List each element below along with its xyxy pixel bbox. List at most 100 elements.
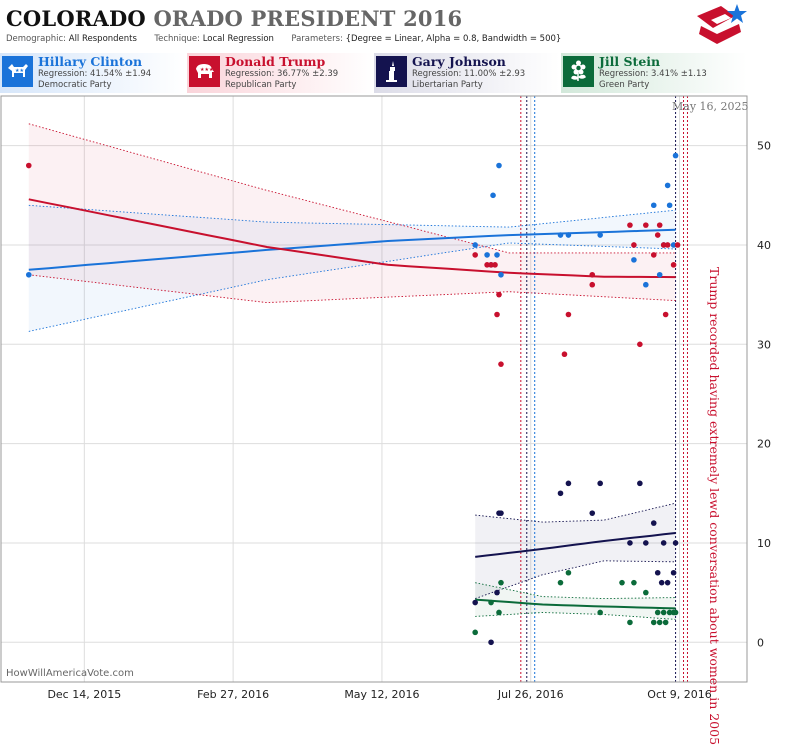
- donald-trump-poll-point: [565, 311, 572, 318]
- donald-trump-poll-point: [662, 311, 669, 318]
- site-credit[interactable]: HowWillAmericaVote.com: [6, 668, 134, 679]
- svg-text:★★: ★★: [15, 68, 24, 74]
- donald-trump-confidence-band: [28, 123, 676, 303]
- page-title: COLORADO ORADO PRESIDENT 2016: [6, 6, 462, 31]
- donald-trump-poll-point: [650, 252, 657, 258]
- y-tick-label: 20: [757, 438, 771, 451]
- gary-johnson-poll-point: [597, 480, 603, 487]
- donald-trump-upper-bound: [28, 123, 676, 254]
- jill-stein-poll-point: [496, 609, 502, 616]
- chart-axes: 0 10 20 30 40 50 Dec 14, 2015 Feb 27, 2016 May 1…: [0, 95, 771, 701]
- gary-johnson-poll-point: [494, 589, 500, 596]
- candidate-party: Green Party: [599, 80, 650, 90]
- donald-trump-poll-point: [674, 242, 681, 248]
- donald-trump-poll-point: [589, 271, 596, 278]
- gary-johnson-poll-point: [672, 540, 679, 546]
- candidate-party: Democratic Party: [38, 80, 112, 90]
- jill-stein-poll-point: [498, 579, 504, 586]
- candidate-regression: Regression: 3.41% ±1.13: [599, 69, 707, 79]
- gary-johnson-poll-point: [654, 569, 661, 576]
- donald-trump-poll-point: [627, 222, 633, 228]
- jill-stein-poll-point: [619, 579, 625, 586]
- poll-points: [25, 152, 681, 646]
- candidate-name: Gary Johnson: [412, 54, 506, 69]
- demographic-value: All Respondents: [68, 34, 137, 44]
- gary-johnson-poll-point: [472, 599, 478, 606]
- donald-trump-poll-point: [472, 252, 478, 258]
- jill-stein-poll-point: [654, 609, 661, 616]
- donald-trump-poll-point: [484, 262, 490, 268]
- jill-stein-poll-point: [597, 609, 603, 616]
- candidate-regression: Regression: 11.00% ±2.93: [412, 69, 526, 79]
- donald-trump-poll-point: [488, 262, 494, 268]
- donald-trump-poll-point: [643, 222, 649, 228]
- y-tick-label: 30: [757, 338, 771, 351]
- candidate-regression: Regression: 36.77% ±2.39: [225, 69, 339, 79]
- donald-trump-poll-point: [660, 242, 667, 248]
- confidence-bounds: [28, 123, 676, 620]
- candidate-regression: Regression: 41.54% ±1.94: [38, 69, 152, 79]
- x-tick-label: Dec 14, 2015: [47, 688, 121, 701]
- candidate-clinton: ★★ Hillary Clinton Regression: 41.54% ±1…: [0, 53, 186, 93]
- hillary-clinton-poll-point: [496, 162, 502, 169]
- gary-johnson-poll-point: [637, 480, 643, 487]
- plot-frame: [0, 95, 748, 683]
- jill-stein-confidence-band: [475, 582, 676, 620]
- gary-johnson-poll-point: [589, 510, 596, 516]
- donald-trump-poll-point: [25, 162, 32, 169]
- jill-stein-poll-point: [488, 599, 494, 606]
- gary-johnson-poll-point: [565, 480, 572, 487]
- chart-header: COLORADO ORADO PRESIDENT 2016 Demographi…: [0, 0, 789, 52]
- candidate-party: Republican Party: [225, 80, 297, 90]
- gary-johnson-poll-point: [627, 540, 633, 546]
- hillary-clinton-lower-bound: [28, 242, 676, 332]
- event-lines: [520, 96, 688, 682]
- hillary-clinton-poll-point: [490, 192, 496, 199]
- hillary-clinton-poll-point: [557, 232, 564, 238]
- site-logo-icon: [697, 4, 747, 44]
- demographic-label: Demographic:: [6, 34, 67, 44]
- hillary-clinton-poll-point: [494, 252, 500, 258]
- jill-stein-poll-point: [660, 609, 667, 616]
- hillary-clinton-poll-point: [25, 271, 32, 278]
- gary-johnson-poll-point: [488, 639, 494, 646]
- y-tick-label: 10: [757, 537, 771, 550]
- poll-chart: 0 10 20 30 40 50 Dec 14, 2015 Feb 27, 2016 May 1…: [0, 95, 771, 701]
- event-annotation-text: Trump recorded having extremely lewd con…: [707, 267, 722, 745]
- hillary-clinton-confidence-band: [28, 205, 676, 332]
- jill-stein-lower-bound: [475, 612, 676, 620]
- candidate-party: Libertarian Party: [412, 80, 483, 90]
- candidate-name: Donald Trump: [225, 54, 326, 69]
- liberty-statue-icon: [376, 56, 407, 87]
- donald-trump-poll-point: [664, 242, 671, 248]
- y-tick-label: 50: [757, 140, 771, 153]
- jill-stein-poll-point: [565, 569, 572, 576]
- gary-johnson-confidence-band: [475, 503, 676, 599]
- hillary-clinton-poll-point: [656, 271, 663, 278]
- jill-stein-trend-line: [475, 598, 676, 610]
- title-state: COLORADO: [6, 6, 146, 31]
- hillary-clinton-poll-point: [484, 252, 490, 258]
- jill-stein-poll-point: [672, 609, 679, 616]
- jill-stein-poll-point: [656, 619, 663, 626]
- jill-stein-poll-point: [627, 619, 633, 626]
- x-tick-label: May 12, 2016: [344, 688, 419, 701]
- donald-trump-poll-point: [561, 351, 568, 358]
- donald-trump-lower-bound: [28, 274, 676, 304]
- donald-trump-poll-point: [656, 222, 663, 228]
- jill-stein-poll-point: [631, 579, 637, 586]
- candidate-legend: ★★ Hillary Clinton Regression: 41.54% ±1…: [0, 53, 789, 95]
- gary-johnson-poll-point: [643, 540, 649, 546]
- candidate-johnson: Gary Johnson Regression: 11.00% ±2.93 Li…: [374, 53, 560, 93]
- hillary-clinton-poll-point: [597, 232, 603, 238]
- jill-stein-poll-point: [650, 619, 657, 626]
- gary-johnson-poll-point: [658, 579, 665, 586]
- x-tick-label: Jul 26, 2016: [497, 688, 564, 701]
- gary-johnson-trend-line: [475, 532, 676, 558]
- jill-stein-poll-point: [662, 619, 669, 626]
- hillary-clinton-poll-point: [643, 281, 649, 288]
- chart-grid: [1, 96, 747, 682]
- donkey-icon: ★★: [2, 56, 33, 87]
- parameters-line: Demographic: All Respondents Technique: …: [6, 34, 561, 44]
- trend-lines: [28, 198, 676, 610]
